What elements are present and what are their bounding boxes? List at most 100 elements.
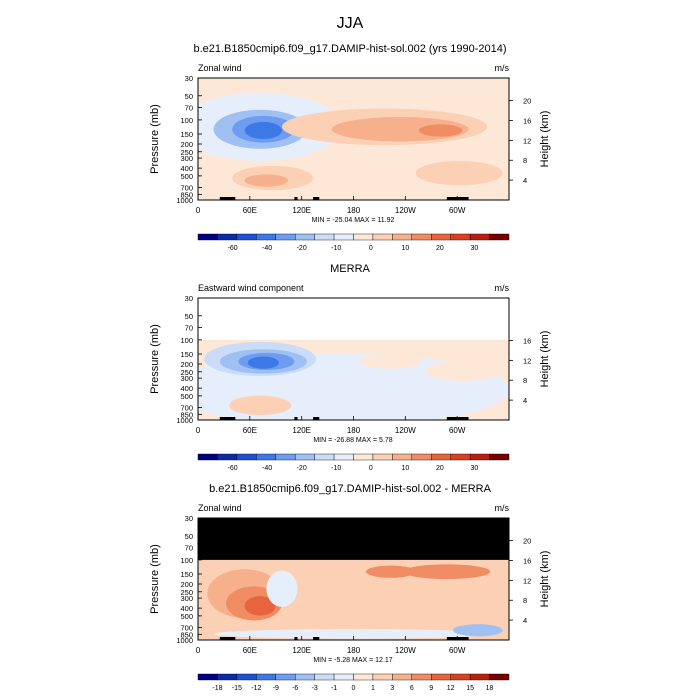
contour-fill [403,564,491,579]
y-tick-label: 70 [185,103,193,112]
y-tick-label: 30 [185,514,193,523]
units-label: m/s [495,63,510,73]
x-tick-label: 60W [449,206,466,215]
plot-area [198,518,509,640]
panel-model: b.e21.B1850cmip6.f09_g17.DAMIP-hist-sol.… [149,43,551,252]
y-axis-label: Pressure (mb) [149,104,161,174]
panel-variable-label: Zonal wind [198,63,242,73]
y-tick-label: 150 [180,350,193,359]
topography-block [446,197,469,200]
colorbar-label: -3 [312,685,318,692]
x-tick-label: 60E [243,206,257,215]
colorbar-swatch [197,673,218,681]
colorbar-label: 10 [401,465,409,472]
colorbar-swatch [392,453,413,461]
colorbar-label: 10 [401,245,409,252]
right-axis-label: Height (km) [539,111,551,168]
y-tick-label: 400 [180,164,193,173]
colorbar-swatch [353,233,374,241]
x-tick-label: 0 [196,206,201,215]
colorbar-label: 18 [486,685,494,692]
y-tick-label: 100 [180,556,193,565]
colorbar-swatch [469,453,490,461]
colorbar-label: 0 [369,465,373,472]
contour-fill [418,124,463,137]
colorbar-label: 6 [410,685,414,692]
colorbar-swatch [353,673,374,681]
colorbar-swatch [489,673,510,681]
colorbar-swatch [489,233,510,241]
contour-fill [425,361,500,381]
x-tick-label: 180 [347,646,361,655]
height-tick-label: 8 [523,376,527,385]
contour-fill [365,565,416,578]
colorbar-swatch [489,453,510,461]
colorbar-swatch [450,453,471,461]
y-tick-label: 850 [180,630,193,639]
colorbar-swatch [411,453,432,461]
y-tick-label: 700 [180,624,193,633]
y-tick-label: 500 [180,392,193,401]
colorbar-label: -1 [331,685,337,692]
y-tick-label: 150 [180,130,193,139]
colorbar-swatch [256,233,276,241]
panel-variable-label: Eastward wind component [198,283,304,293]
units-label: m/s [495,503,510,513]
x-tick-label: 120W [395,426,416,435]
y-tick-label: 100 [180,336,193,345]
contour-fill [297,581,485,626]
y-axis-label: Pressure (mb) [149,324,161,394]
colorbar-label: 30 [471,245,479,252]
colorbar-swatch [236,233,257,241]
colorbar-swatch [314,233,335,241]
panel-difference: b.e21.B1850cmip6.f09_g17.DAMIP-hist-sol.… [149,483,551,692]
y-tick-label: 850 [180,410,193,419]
min-max-stats: MIN = -5.28 MAX = 12.17 [313,657,392,664]
topography-block [294,197,298,200]
x-tick-label: 60W [449,646,466,655]
height-tick-label: 4 [523,396,527,405]
colorbar-swatch [469,233,490,241]
topography-block [313,417,320,420]
panel-title: b.e21.B1850cmip6.f09_g17.DAMIP-hist-sol.… [209,483,492,495]
colorbar-swatch [217,453,238,461]
height-tick-label: 4 [523,616,527,625]
panel-title: b.e21.B1850cmip6.f09_g17.DAMIP-hist-sol.… [193,43,506,55]
height-tick-label: 8 [523,596,527,605]
colorbar-swatch [275,453,296,461]
x-tick-label: 120E [292,646,311,655]
height-tick-label: 12 [523,576,531,585]
panel-variable-label: Zonal wind [198,503,242,513]
colorbar-swatch [372,233,393,241]
colorbar-label: 15 [466,685,474,692]
y-tick-label: 50 [185,92,193,101]
colorbar-swatch [431,453,451,461]
colorbar-swatch [314,453,335,461]
y-tick-label: 50 [185,312,193,321]
height-tick-label: 16 [523,336,531,345]
y-tick-label: 850 [180,190,193,199]
colorbar-swatch [411,673,432,681]
y-tick-label: 150 [180,570,193,579]
topography-block [294,417,298,420]
contour-fill [213,629,494,639]
y-tick-label: 70 [185,323,193,332]
colorbar-label: -12 [251,685,261,692]
right-axis-label: Height (km) [539,331,551,388]
y-tick-label: 200 [180,360,193,369]
x-tick-label: 60E [243,646,257,655]
colorbar-swatch [469,673,490,681]
colorbar-swatch [256,453,276,461]
colorbar-swatch [294,453,315,461]
y-tick-label: 70 [185,543,193,552]
y-tick-label: 250 [180,148,193,157]
contour-fill [244,121,282,139]
figure-title: JJA [337,15,364,32]
y-tick-label: 300 [180,374,193,383]
colorbar-label: 30 [471,465,479,472]
y-tick-label: 250 [180,368,193,377]
colorbar-swatch [431,233,451,241]
colorbar-swatch [372,453,393,461]
colorbar-swatch [450,233,471,241]
